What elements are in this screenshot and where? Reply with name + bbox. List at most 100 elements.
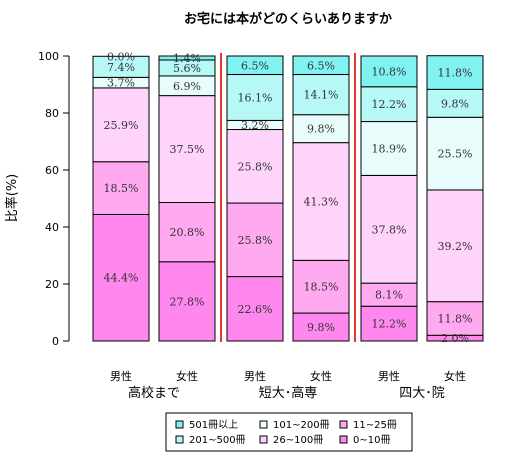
bar-segment: [292, 259, 350, 314]
segment-value-label: 20.8%: [170, 226, 205, 239]
x-category-label: 男性: [110, 369, 132, 383]
segment-value-label: 2.0%: [441, 332, 469, 345]
y-tick-label: 60: [45, 164, 59, 177]
segment-value-label: 27.8%: [170, 295, 205, 308]
segment-value-label: 25.8%: [238, 160, 273, 173]
segment-value-label: 10.8%: [372, 65, 407, 78]
segment-value-label: 37.8%: [372, 223, 407, 236]
segment-value-label: 25.9%: [104, 119, 139, 132]
segment-value-label: 25.5%: [438, 148, 473, 161]
segment-value-label: 9.8%: [307, 321, 335, 334]
legend-swatch: [259, 435, 268, 444]
legend-label: 0~10冊: [353, 435, 390, 446]
legend-label: 101~200冊: [273, 420, 330, 431]
segment-value-label: 14.1%: [304, 89, 339, 102]
segment-value-label: 22.6%: [238, 303, 273, 316]
segment-value-label: 12.2%: [372, 98, 407, 111]
x-category-label: 女性: [444, 369, 466, 383]
bar-segment: [360, 305, 418, 342]
bar-segment: [360, 86, 418, 123]
segment-value-label: 6.5%: [241, 59, 269, 72]
bar-segment: [292, 55, 350, 76]
bar-stack: 27.8% 20.8% 37.5% 6.9% 5.6%1.4%: [158, 52, 216, 342]
legend-entry: 501冊以上: [175, 419, 238, 431]
segment-value-label: 6.9%: [173, 80, 201, 93]
bar-segment: [226, 276, 284, 342]
bar-segment: [92, 213, 150, 342]
segment-value-label: 18.9%: [372, 142, 407, 155]
legend-entry: 101~200冊: [259, 420, 330, 431]
y-tick-label: 20: [45, 278, 59, 291]
bar-segment: [226, 202, 284, 278]
bars: 44.4% 18.5% 25.9% 3.7% 7.4%0.0% 27.8% 20.8% 37.…: [92, 50, 484, 345]
bar-segment: [92, 55, 150, 78]
bar-segment: [292, 142, 350, 261]
legend-swatch: [259, 420, 268, 429]
segment-value-label: 11.8%: [438, 67, 473, 80]
y-tick-label: 0: [52, 335, 59, 348]
segment-value-label: 11.8%: [438, 312, 473, 325]
chart-title: お宅には本がどのくらいありますか: [184, 11, 392, 27]
y-axis-label: 比率(%): [4, 174, 20, 223]
segment-value-label: 6.5%: [307, 59, 335, 72]
legend-entry: 0~10冊: [339, 435, 390, 446]
segment-value-label: 18.5%: [104, 182, 139, 195]
segment-value-label: 16.1%: [238, 91, 273, 104]
segment-value-label: 9.8%: [441, 97, 469, 110]
legend-label: 26~100冊: [273, 435, 323, 446]
bar-segment: [158, 261, 216, 342]
bar-stack: 22.6% 25.8% 25.8% 3.2% 16.1% 6.5%: [226, 55, 284, 342]
x-group-label: 高校まで: [128, 385, 180, 401]
segment-value-label: 12.2%: [372, 318, 407, 331]
y-tick-label: 100: [38, 50, 59, 63]
bar-segment: [158, 55, 216, 61]
bar-segment: [426, 301, 484, 336]
segment-value-label: 3.7%: [107, 77, 135, 90]
x-category-label: 男性: [244, 369, 266, 383]
bar-segment: [426, 55, 484, 90]
legend-entry: 201~500冊: [175, 435, 246, 446]
bar-segment: [226, 55, 284, 76]
segment-value-label: 18.5%: [304, 281, 339, 294]
x-category-label: 男性: [378, 369, 400, 383]
bar-stack: 44.4% 18.5% 25.9% 3.7% 7.4%0.0%: [92, 50, 150, 342]
x-category-label: 女性: [310, 369, 332, 383]
bar-segment: [360, 55, 418, 88]
segment-value-label: 44.4%: [104, 272, 139, 285]
x-group-label: 短大･高専: [259, 385, 318, 401]
legend-label: 11~25冊: [353, 420, 397, 431]
bar-segment: [226, 129, 284, 204]
segment-value-label: 3.2%: [241, 119, 269, 132]
segment-value-label: 25.8%: [238, 234, 273, 247]
segment-value-label: 39.2%: [438, 240, 473, 253]
bar-stack: 12.2% 8.1% 37.8% 18.9% 12.2% 10.8%: [360, 55, 418, 342]
x-category-label: 女性: [176, 369, 198, 383]
segment-value-label: 5.6%: [173, 62, 201, 75]
y-tick-label: 80: [45, 107, 59, 120]
segment-value-label: 1.4%: [173, 52, 201, 65]
segment-value-label: 7.4%: [107, 61, 135, 74]
x-group-label: 四大･院: [399, 386, 445, 401]
segment-value-label: 8.1%: [375, 289, 403, 302]
segment-value-label: 41.3%: [304, 195, 339, 208]
bar-stack: 2.0% 11.8% 39.2% 25.5% 9.8% 11.8%: [426, 55, 484, 345]
group-separators: [220, 53, 356, 342]
y-tick-label: 40: [45, 221, 59, 234]
legend-entry: 11~25冊: [339, 420, 397, 431]
segment-value-label: 37.5%: [170, 143, 205, 156]
bar-segment: [426, 189, 484, 303]
bar-segment: [92, 87, 150, 163]
bar-segment: [158, 201, 216, 263]
legend-label: 501冊以上: [189, 419, 238, 431]
legend: 501冊以上 101~200冊 11~25冊 201~500冊 26~100冊 0~10冊: [165, 412, 413, 452]
bar-segment: [226, 74, 284, 121]
bar-segment: [360, 174, 418, 284]
legend-box: [165, 412, 413, 452]
y-axis: 0 20 40 60 80 100: [38, 50, 70, 348]
legend-swatch: [175, 435, 184, 444]
bar-stack: 9.8% 18.5% 41.3% 9.8% 14.1% 6.5%: [292, 55, 350, 342]
bar-segment: [426, 116, 484, 191]
legend-swatch: [339, 435, 348, 444]
